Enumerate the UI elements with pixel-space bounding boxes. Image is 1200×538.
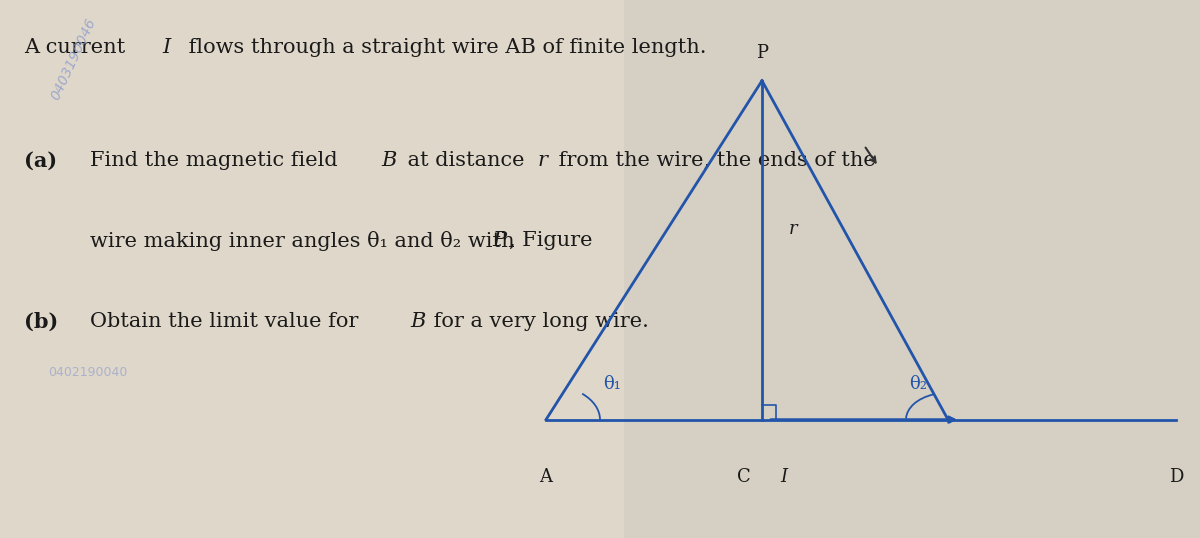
Text: A current: A current [24, 38, 132, 56]
Text: flows through a straight wire AB of finite length.: flows through a straight wire AB of fini… [182, 38, 707, 56]
Text: r: r [788, 220, 797, 238]
Text: I: I [162, 38, 170, 56]
Text: from the wire, the ends of the: from the wire, the ends of the [552, 151, 876, 169]
Text: P: P [756, 44, 768, 62]
Text: for a very long wire.: for a very long wire. [427, 312, 649, 331]
Text: B: B [382, 151, 397, 169]
Text: θ₁: θ₁ [604, 375, 620, 393]
Text: θ₂: θ₂ [910, 375, 928, 393]
Text: Find the magnetic field: Find the magnetic field [90, 151, 344, 169]
Text: C: C [737, 468, 751, 486]
Text: P: P [492, 231, 506, 250]
Text: (a): (a) [24, 151, 58, 171]
Text: 0402190040: 0402190040 [48, 366, 127, 379]
Text: Obtain the limit value for: Obtain the limit value for [90, 312, 365, 331]
Text: B: B [410, 312, 426, 331]
Bar [0, 0, 624, 538]
Text: 0403190046: 0403190046 [48, 16, 98, 103]
Text: at distance: at distance [401, 151, 530, 169]
Text: , Figure: , Figure [509, 231, 593, 250]
Text: D: D [1169, 468, 1183, 486]
Text: (b): (b) [24, 312, 59, 332]
Text: wire making inner angles θ₁ and θ₂ with: wire making inner angles θ₁ and θ₂ with [90, 231, 521, 251]
Text: I: I [780, 468, 787, 486]
Text: A: A [540, 468, 552, 486]
Text: r: r [538, 151, 547, 169]
